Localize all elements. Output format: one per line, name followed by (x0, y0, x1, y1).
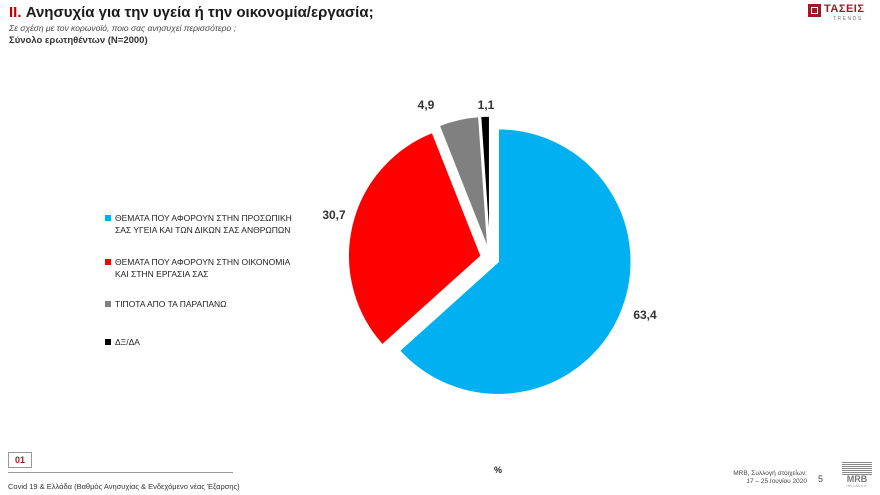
pie-chart: 63,4 30,7 4,9 1,1 (322, 98, 657, 396)
pie-slice-dk-na (479, 115, 491, 250)
legend-swatch-none (105, 301, 111, 307)
taseis-logo: ΤΑΣΕΙΣ TRENDS (808, 3, 872, 22)
pie-slice-health (398, 127, 632, 396)
source-line-2: 17 – 25 Ιουνίου 2020 (746, 478, 807, 485)
legend-item-dk-na: ΔΞ/ΔΑ (105, 336, 305, 348)
mrb-logo: MRB HELLAS S.A. (842, 462, 872, 490)
sample-size: Σύνολο ερωτηθέντων (N=2000) (9, 35, 148, 46)
legend-swatch-health (105, 215, 111, 221)
footer-divider (8, 472, 233, 473)
source-line-1: MRB, Συλλογή στοιχείων: (733, 470, 807, 477)
legend-label-health: ΘΕΜΑΤΑ ΠΟΥ ΑΦΟΡΟΥΝ ΣΤΗΝ ΠΡΟΣΩΠΙΚΗ ΣΑΣ ΥΓ… (115, 213, 292, 235)
legend-swatch-dk-na (105, 339, 111, 345)
footer-study-title: Covid 19 & Ελλάδα (Βαθμός Ανησυχίας & Εν… (8, 482, 240, 491)
pie-slice-economy (347, 131, 483, 346)
pie-label-dk-na: 1,1 (478, 98, 495, 112)
legend-label-dk-na: ΔΞ/ΔΑ (115, 337, 140, 347)
mrb-logo-stripes (842, 462, 872, 476)
taseis-logo-mark (808, 4, 821, 17)
legend-item-health: ΘΕΜΑΤΑ ΠΟΥ ΑΦΟΡΟΥΝ ΣΤΗΝ ΠΡΟΣΩΠΙΚΗ ΣΑΣ ΥΓ… (105, 212, 305, 236)
mrb-logo-sub: HELLAS S.A. (846, 484, 868, 488)
legend-item-economy: ΘΕΜΑΤΑ ΠΟΥ ΑΦΟΡΟΥΝ ΣΤΗΝ ΟΙΚΟΝΟΜΙΑ ΚΑΙ ΣΤ… (105, 256, 305, 280)
mrb-logo-word: MRB (846, 474, 868, 484)
taseis-logo-sub: TRENDS (833, 16, 863, 22)
question-subtitle: Σε σχέση με τον κορωνοϊό, ποιο σας ανησυ… (9, 23, 236, 33)
source-note: MRB, Συλλογή στοιχείων: 17 – 25 Ιουνίου … (710, 470, 807, 486)
pie-label-health: 63,4 (633, 308, 657, 322)
page-number: 5 (818, 474, 824, 484)
legend-label-economy: ΘΕΜΑΤΑ ΠΟΥ ΑΦΟΡΟΥΝ ΣΤΗΝ ΟΙΚΟΝΟΜΙΑ ΚΑΙ ΣΤ… (115, 257, 290, 279)
legend-item-none: ΤΙΠΟΤΑ ΑΠΟ ΤΑ ΠΑΡΑΠΑΝΩ (105, 298, 305, 310)
pie-slice-none (438, 115, 489, 250)
taseis-logo-word: ΤΑΣΕΙΣ (824, 3, 865, 15)
title-number: II. (9, 4, 22, 21)
pie-label-economy: 30,7 (322, 208, 346, 222)
title-text: Ανησυχία για την υγεία ή την οικονομία/ε… (25, 4, 374, 21)
legend-label-none: ΤΙΠΟΤΑ ΑΠΟ ΤΑ ΠΑΡΑΠΑΝΩ (115, 299, 227, 309)
page-title: II. Ανησυχία για την υγεία ή την οικονομ… (9, 4, 374, 21)
pie-label-none: 4,9 (418, 98, 435, 112)
section-code: 01 (8, 452, 32, 468)
legend-swatch-economy (105, 259, 111, 265)
unit-label: % (494, 465, 503, 475)
